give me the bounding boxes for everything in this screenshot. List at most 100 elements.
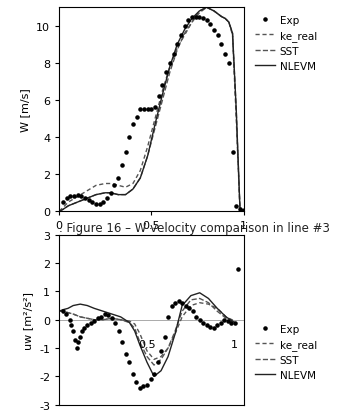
ke_real — [175, 47, 179, 52]
NLEVM — [233, 320, 237, 325]
SST — [110, 316, 114, 321]
ke_real — [66, 200, 70, 205]
Line: NLEVM: NLEVM — [59, 293, 235, 377]
NLEVM — [189, 293, 193, 298]
NLEVM — [61, 308, 65, 313]
Exp — [212, 28, 216, 33]
NLEVM — [127, 320, 132, 325]
NLEVM — [230, 32, 235, 37]
Exp — [72, 194, 76, 199]
Exp — [233, 320, 237, 325]
ke_real — [138, 169, 142, 173]
Line: ke_real: ke_real — [59, 8, 244, 212]
Exp — [157, 95, 161, 100]
Exp — [145, 107, 150, 112]
Exp — [242, 209, 246, 214]
ke_real — [182, 33, 187, 38]
Exp — [182, 24, 187, 29]
NLEVM — [101, 309, 105, 314]
SST — [206, 301, 211, 306]
SST — [173, 329, 177, 334]
NLEVM — [180, 303, 184, 308]
Legend: Exp, ke_real, SST, NLEVM: Exp, ke_real, SST, NLEVM — [253, 14, 319, 74]
SST — [138, 176, 142, 181]
Exp — [120, 163, 124, 168]
Exp — [238, 207, 242, 212]
Exp — [92, 319, 96, 324]
Exp — [186, 19, 190, 24]
ke_real — [145, 145, 150, 150]
Exp — [190, 15, 194, 20]
Exp — [175, 43, 179, 48]
NLEVM — [76, 200, 80, 205]
NLEVM — [152, 374, 156, 379]
Exp — [234, 204, 238, 209]
Exp — [109, 191, 113, 196]
NLEVM — [61, 207, 65, 212]
NLEVM — [145, 154, 150, 159]
Exp — [68, 195, 72, 199]
Exp — [135, 115, 139, 120]
Exp — [160, 83, 165, 88]
Exp — [168, 61, 172, 66]
Line: SST: SST — [59, 299, 235, 365]
NLEVM — [182, 28, 187, 33]
ke_real — [238, 206, 242, 211]
Y-axis label: W [m/s]: W [m/s] — [21, 88, 31, 132]
NLEVM — [224, 315, 228, 320]
Text: 0.5: 0.5 — [138, 339, 156, 349]
NLEVM — [103, 191, 108, 196]
SST — [66, 311, 70, 316]
SST — [152, 363, 156, 368]
SST — [242, 209, 246, 214]
NLEVM — [119, 315, 123, 320]
ke_real — [190, 21, 194, 26]
ke_real — [180, 315, 184, 320]
Exp — [131, 122, 135, 127]
Exp — [219, 320, 223, 325]
Exp — [236, 266, 240, 271]
SST — [159, 357, 163, 362]
NLEVM — [57, 309, 61, 314]
NLEVM — [206, 296, 211, 301]
NLEVM — [71, 303, 75, 308]
NLEVM — [215, 306, 219, 311]
NLEVM — [66, 306, 70, 311]
SST — [109, 191, 113, 196]
SST — [180, 309, 184, 314]
ke_real — [152, 357, 156, 362]
ke_real — [198, 301, 202, 306]
ke_real — [212, 9, 216, 14]
SST — [212, 9, 216, 14]
SST — [57, 309, 61, 314]
ke_real — [145, 349, 149, 354]
SST — [197, 11, 201, 16]
NLEVM — [223, 17, 227, 22]
NLEVM — [234, 107, 238, 112]
ke_real — [168, 65, 172, 70]
SST — [71, 312, 75, 317]
SST — [92, 318, 96, 323]
ke_real — [230, 33, 235, 38]
ke_real — [224, 315, 228, 320]
ke_real — [173, 332, 177, 337]
Line: NLEVM: NLEVM — [59, 8, 244, 212]
NLEVM — [66, 204, 70, 209]
Y-axis label: uw [m²/s²]: uw [m²/s²] — [23, 291, 33, 349]
NLEVM — [85, 303, 89, 308]
ke_real — [133, 322, 137, 327]
SST — [76, 200, 80, 205]
NLEVM — [133, 329, 137, 334]
ke_real — [76, 195, 80, 199]
Exp — [201, 17, 205, 22]
ke_real — [206, 302, 211, 307]
ke_real — [57, 209, 61, 214]
Exp — [83, 196, 87, 201]
ke_real — [166, 346, 170, 351]
Legend: Exp, ke_real, SST, NLEVM: Exp, ke_real, SST, NLEVM — [253, 322, 319, 382]
NLEVM — [173, 332, 177, 337]
SST — [234, 107, 238, 112]
Exp — [94, 202, 98, 207]
Exp — [74, 346, 79, 351]
NLEVM — [212, 9, 216, 14]
